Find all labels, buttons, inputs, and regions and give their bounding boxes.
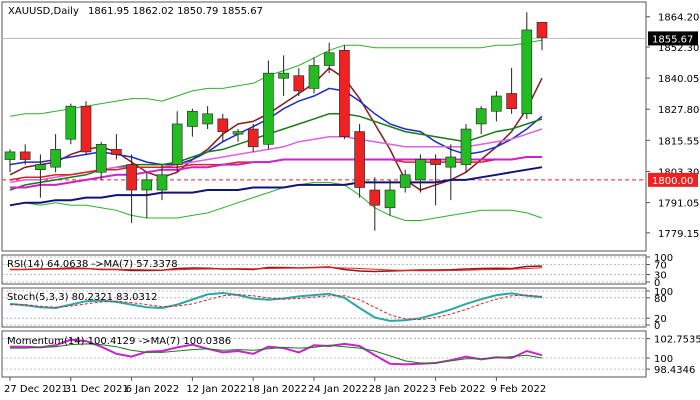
momentum-tick-label: 98.4346	[654, 365, 695, 376]
bullish-candle	[35, 164, 46, 170]
price-tick-label: 1852.30	[658, 43, 699, 54]
x-tick-label: 31 Dec 2021	[65, 384, 129, 395]
bullish-candle	[187, 110, 198, 127]
price-panel-frame	[1, 1, 647, 252]
rsi-tick-label: 0	[654, 278, 660, 289]
rsi-panel-frame	[1, 254, 647, 285]
chart-title: XAUUSD,Daily	[8, 6, 79, 17]
price-tick-label: 1827.80	[658, 105, 699, 116]
x-tick-label: 28 Jan 2022	[369, 384, 429, 395]
momentum-panel-frame	[1, 330, 647, 378]
bullish-candle	[263, 72, 274, 145]
bearish-candle	[111, 149, 122, 155]
bearish-candle	[247, 128, 259, 148]
momentum-series-signal-line	[10, 343, 543, 364]
bullish-candle	[4, 151, 16, 160]
upper-band-line	[9, 39, 543, 117]
bullish-candle	[475, 108, 487, 125]
bearish-candle	[354, 131, 365, 188]
bullish-candle	[95, 143, 107, 173]
bullish-candle	[156, 174, 168, 191]
x-tick-label: 27 Dec 2021	[4, 384, 68, 395]
bullish-candle	[460, 128, 472, 165]
bullish-candle	[399, 174, 411, 188]
stoch-series-main-line	[9, 291, 543, 322]
bearish-candle	[80, 105, 92, 153]
level-1800-label: 1800.00	[652, 176, 693, 187]
bullish-candle	[521, 29, 533, 115]
momentum-tick-label: 102.7535	[654, 335, 700, 346]
x-tick-label: 9 Feb 2022	[490, 384, 546, 395]
stoch-panel-frame	[1, 287, 647, 328]
price-tick-label: 1815.55	[658, 136, 699, 147]
bearish-candle	[369, 189, 381, 206]
bullish-candle	[384, 189, 396, 209]
bullish-candle	[445, 156, 457, 168]
bearish-candle	[217, 118, 229, 132]
bullish-candle	[308, 65, 320, 89]
stoch-series-signal-line	[10, 293, 543, 321]
ohlc-header: 1861.95 1862.02 1850.79 1855.67	[88, 6, 263, 17]
bullish-candle	[141, 179, 153, 191]
stoch-tick-label: 0	[654, 321, 660, 332]
bearish-candle	[506, 93, 517, 110]
price-tick-label: 1791.05	[658, 199, 699, 210]
momentum-series-main-line	[10, 338, 543, 366]
rsi-tick-label: 30	[654, 271, 667, 282]
bullish-candle	[323, 52, 335, 66]
momentum-label: Momentum(14) 100.4129 ->MA(7) 100.0386	[7, 336, 231, 347]
price-tick-label: 1864.20	[658, 13, 699, 24]
bearish-candle	[536, 22, 548, 38]
bullish-candle	[415, 159, 426, 181]
bullish-candle	[171, 123, 183, 165]
bullish-candle	[491, 95, 502, 112]
rsi-tick-label: 70	[654, 261, 667, 272]
current-price-label: 1855.67	[652, 34, 693, 45]
bullish-candle	[232, 131, 244, 135]
rsi-label: RSI(14) 64.0638 ->MA(7) 57.3378	[7, 259, 178, 270]
price-tick-label: 1779.15	[658, 229, 699, 240]
x-tick-label: 18 Jan 2022	[247, 384, 307, 395]
current-price-tag	[648, 31, 698, 46]
bearish-candle	[19, 151, 31, 160]
bearish-candle	[430, 159, 441, 165]
bearish-candle	[126, 164, 137, 191]
price-tick-label: 1840.05	[658, 74, 699, 85]
x-tick-label: 24 Jan 2022	[308, 384, 368, 395]
rsi-tick-label: 100	[654, 253, 673, 264]
x-tick-label: 3 Feb 2022	[430, 384, 486, 395]
x-tick-label: 12 Jan 2022	[186, 384, 246, 395]
bearish-candle	[339, 49, 350, 137]
stoch-label: Stoch(5,3,3) 80.2321 83.0312	[7, 292, 158, 303]
stoch-tick-label: 80	[654, 294, 667, 305]
level-1800-tag	[648, 172, 698, 187]
bearish-candle	[293, 75, 305, 92]
rsi-series-signal-line	[10, 266, 543, 272]
bullish-candle	[65, 105, 77, 140]
stoch-tick-label: 20	[654, 314, 667, 325]
lower-band-line	[9, 181, 543, 221]
stoch-tick-label: 100	[654, 287, 673, 298]
x-tick-label: 6 Jan 2022	[126, 384, 180, 395]
momentum-tick-label: 100	[654, 354, 673, 365]
bullish-candle	[278, 72, 289, 79]
bullish-candle	[202, 113, 213, 125]
bullish-candle	[50, 149, 61, 168]
navy-ma-line	[9, 166, 543, 207]
